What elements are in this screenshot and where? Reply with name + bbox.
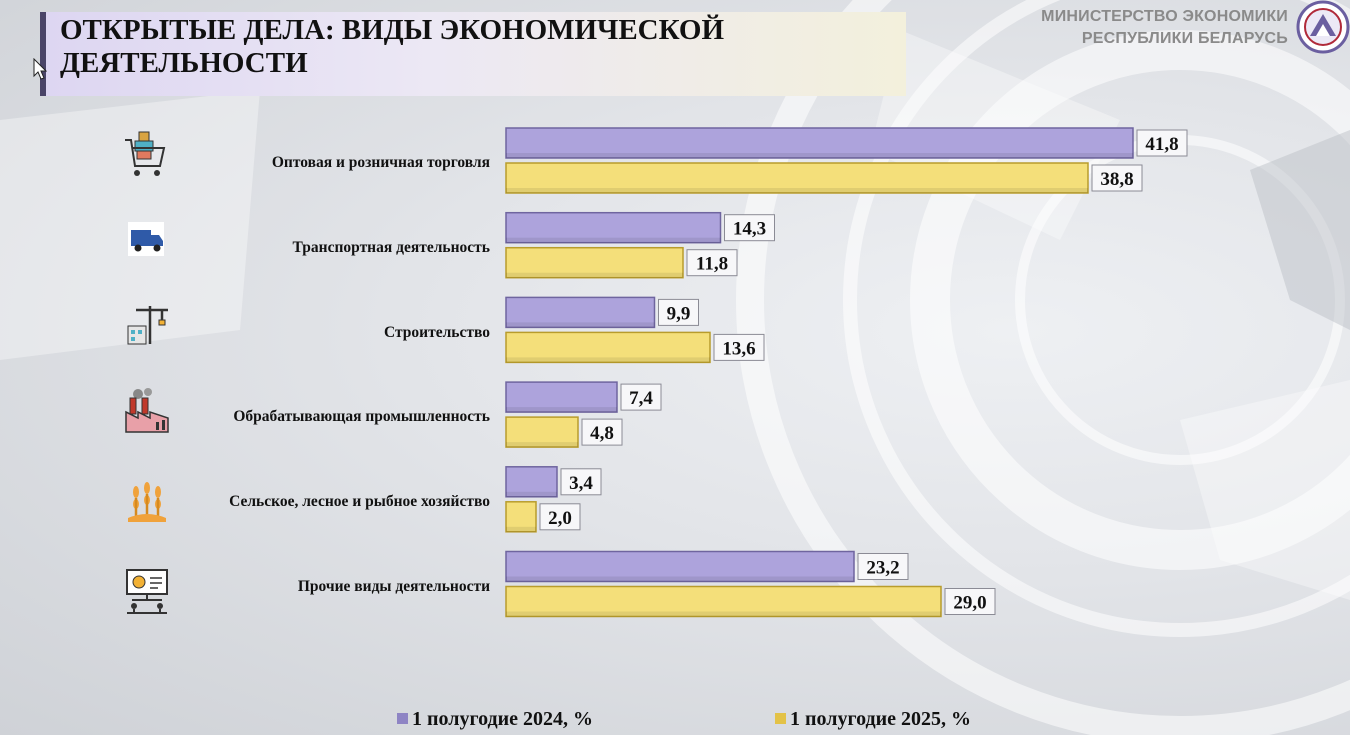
data-label: 2,0: [548, 508, 572, 529]
bar-2025: [505, 162, 1089, 194]
delivery-truck-icon: [128, 222, 164, 256]
bar-shade: [506, 188, 1088, 193]
category-label: Транспортная деятельность: [292, 239, 490, 256]
bar-shade: [506, 526, 536, 532]
bar-2024: [505, 296, 656, 329]
data-label-box: [724, 214, 775, 242]
data-label-box: [581, 418, 623, 446]
chart-legend: 1 полугодие 2024, % 1 полугодие 2025, %: [0, 708, 1350, 734]
data-label: 3,4: [569, 473, 593, 494]
bar-shade: [506, 407, 617, 413]
legend-swatch: [397, 713, 408, 724]
data-label-box: [560, 468, 602, 496]
data-label-box: [1136, 129, 1188, 157]
ministry-line-1: МИНИСТЕРСТВО ЭКОНОМИКИ: [1041, 8, 1288, 25]
wheat-icon: [128, 482, 166, 522]
bar-2024: [505, 381, 618, 413]
title-bar: [40, 12, 906, 96]
factory-icon: [125, 388, 169, 433]
data-label: 29,0: [953, 593, 986, 614]
data-label: 13,6: [722, 338, 755, 359]
data-label-box: [1091, 164, 1143, 192]
category-label: Оптовая и розничная торговля: [271, 154, 490, 171]
bar-2024: [505, 466, 558, 498]
legend-label: 1 полугодие 2024, %: [412, 708, 594, 730]
data-label: 11,8: [696, 254, 728, 275]
mouse-cursor-icon: [33, 58, 47, 80]
data-label: 9,9: [667, 303, 691, 324]
bar-2025: [505, 331, 711, 364]
bar-2025: [505, 416, 579, 448]
shopping-cart-icon: [125, 131, 166, 176]
data-label: 38,8: [1100, 169, 1133, 190]
bar-shade: [506, 237, 721, 243]
data-label-box: [539, 503, 581, 531]
bar-2024: [505, 211, 722, 244]
bar-shade: [506, 322, 655, 328]
data-label: 7,4: [629, 388, 653, 409]
ministry-line-2: РЕСПУБЛИКИ БЕЛАРУСЬ: [1081, 30, 1288, 47]
legend-swatch: [775, 713, 786, 724]
data-label: 4,8: [590, 423, 614, 444]
bar-shade: [506, 442, 578, 448]
bar-shade: [506, 491, 557, 497]
data-label: 41,8: [1145, 134, 1178, 155]
category-label: Сельское, лесное и рыбное хозяйство: [229, 493, 490, 510]
legend-label: 1 полугодие 2025, %: [790, 708, 972, 730]
data-label-box: [713, 333, 765, 361]
bar-2025: [505, 246, 684, 279]
data-label: 23,2: [866, 558, 899, 579]
construction-crane-icon: [127, 306, 168, 345]
data-label-box: [944, 588, 996, 615]
legend-item-2025: 1 полугодие 2025, %: [775, 708, 971, 731]
data-label-box: [686, 249, 738, 277]
category-label: Обрабатывающая промышленность: [233, 408, 490, 425]
data-label-box: [620, 383, 662, 411]
data-label-box: [658, 298, 699, 326]
data-label: 14,3: [733, 219, 766, 240]
bar-shade: [506, 272, 683, 278]
bar-shade: [506, 611, 941, 617]
ministry-name: МИНИСТЕРСТВО ЭКОНОМИКИ РЕСПУБЛИКИ БЕЛАРУ…: [1041, 6, 1288, 50]
presentation-board-icon: [126, 569, 168, 614]
ministry-emblem-icon: [1296, 0, 1350, 54]
bar-2024: [505, 127, 1134, 159]
bar-2025: [505, 585, 942, 618]
bar-shade: [506, 153, 1133, 158]
bar-2025: [505, 501, 537, 533]
data-label-box: [857, 553, 909, 580]
bar-shade: [506, 576, 854, 582]
bar-shade: [506, 357, 710, 363]
bar-2024: [505, 550, 855, 583]
legend-item-2024: 1 полугодие 2024, %: [397, 708, 593, 731]
category-label: Прочие виды деятельности: [297, 578, 490, 595]
page-title: ОТКРЫТЫЕ ДЕЛА: ВИДЫ ЭКОНОМИЧЕСКОЙ ДЕЯТЕЛ…: [60, 14, 725, 79]
category-label: Строительство: [384, 324, 490, 341]
